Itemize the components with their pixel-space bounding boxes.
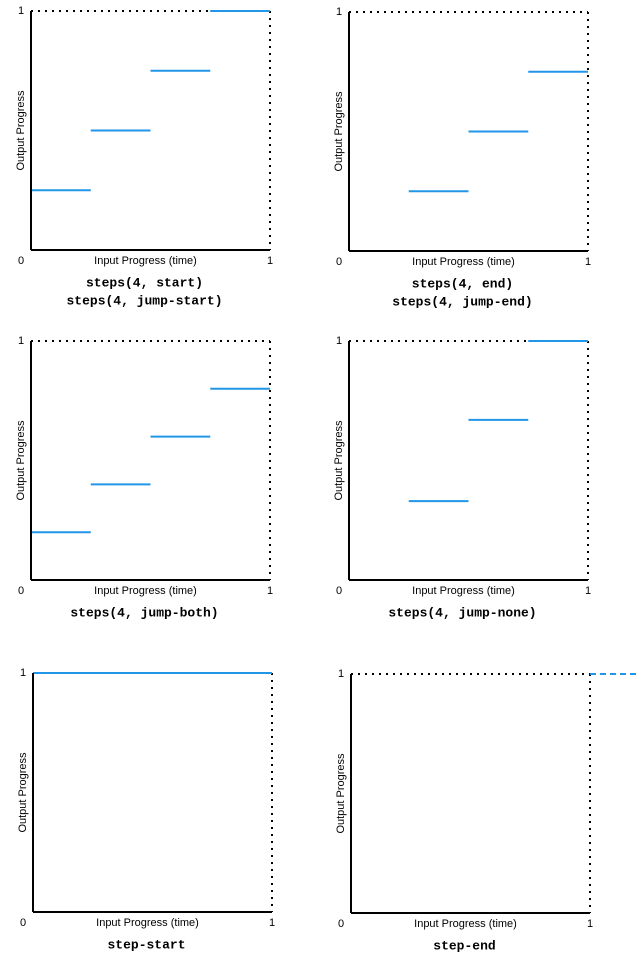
- x-tick-label: 0: [336, 585, 342, 597]
- chart-title: steps(4, start): [86, 275, 203, 290]
- y-axis-label: Output Progress: [17, 752, 29, 833]
- x-axis-label: Input Progress (time): [94, 255, 197, 267]
- x-tick-label: 1: [267, 585, 273, 597]
- x-tick-label: 1: [585, 256, 591, 268]
- x-tick-label: 0: [338, 918, 344, 930]
- chart-title: step-end: [433, 938, 495, 953]
- y-axis-label: Output Progress: [15, 90, 27, 171]
- y-tick-label: 1: [338, 668, 344, 680]
- y-axis-label: Output Progress: [333, 420, 345, 501]
- y-tick-label: 1: [20, 667, 26, 679]
- chart-title: steps(4, jump-start): [66, 293, 222, 308]
- x-tick-label: 1: [585, 585, 591, 597]
- y-axis-label: Output Progress: [333, 91, 345, 172]
- x-tick-label: 0: [18, 255, 24, 267]
- x-axis-label: Input Progress (time): [412, 585, 515, 597]
- x-axis-label: Input Progress (time): [96, 917, 199, 929]
- chart-title: steps(4, jump-both): [70, 605, 218, 620]
- y-tick-label: 1: [336, 6, 342, 18]
- y-tick-label: 1: [336, 335, 342, 347]
- chart-title: steps(4, end): [412, 276, 513, 291]
- x-tick-label: 0: [18, 585, 24, 597]
- x-axis-label: Input Progress (time): [412, 256, 515, 268]
- chart-title: steps(4, jump-end): [392, 294, 532, 309]
- x-tick-label: 1: [269, 917, 275, 929]
- x-tick-label: 0: [336, 256, 342, 268]
- y-axis-label: Output Progress: [15, 420, 27, 501]
- y-tick-label: 1: [18, 335, 24, 347]
- x-tick-label: 1: [587, 918, 593, 930]
- x-axis-label: Input Progress (time): [414, 918, 517, 930]
- y-tick-label: 1: [18, 5, 24, 17]
- x-tick-label: 0: [20, 917, 26, 929]
- chart-title: step-start: [107, 937, 185, 952]
- x-tick-label: 1: [267, 255, 273, 267]
- x-axis-label: Input Progress (time): [94, 585, 197, 597]
- chart-title: steps(4, jump-none): [388, 605, 536, 620]
- y-axis-label: Output Progress: [335, 753, 347, 834]
